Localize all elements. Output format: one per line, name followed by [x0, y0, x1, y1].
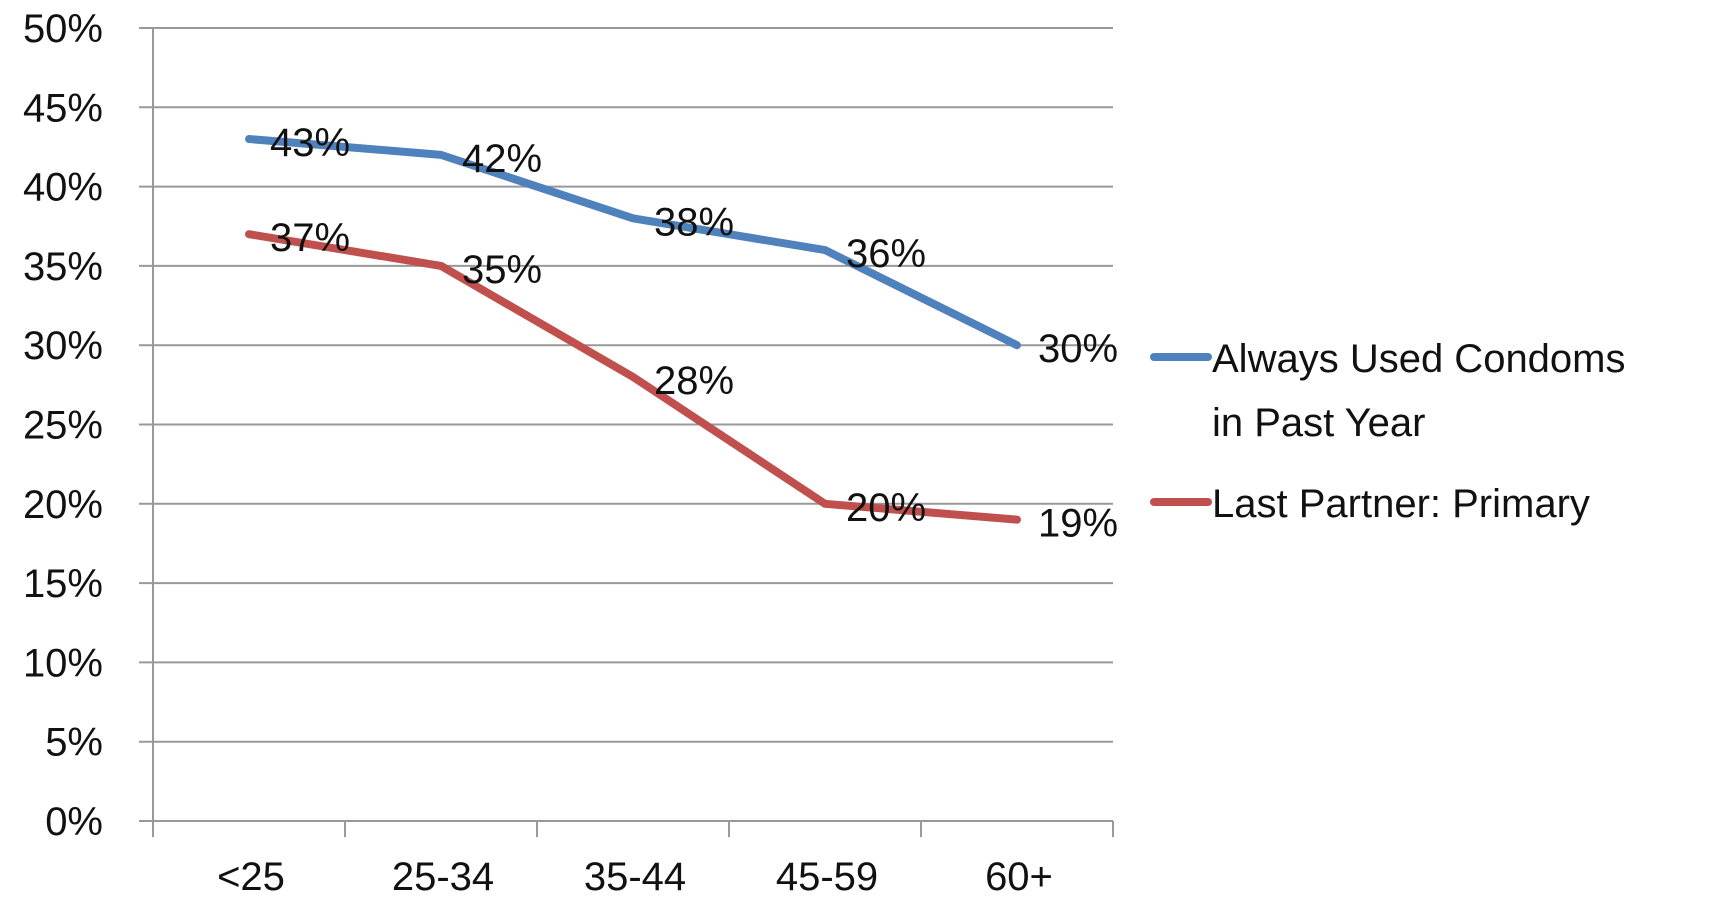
- legend: Always Used Condoms in Past Year Last Part…: [1150, 337, 1626, 526]
- y-tick-label: 45%: [23, 86, 103, 130]
- x-tick-label: <25: [217, 855, 285, 899]
- series-lines: [245, 135, 1021, 524]
- y-tick-label: 35%: [23, 245, 103, 289]
- y-tick-label: 15%: [23, 562, 103, 606]
- legend-label: Last Partner: Primary: [1212, 482, 1590, 526]
- x-tick-label: 60+: [985, 855, 1053, 899]
- gridlines: [139, 27, 1113, 822]
- y-axis-tick-labels: 0% 5% 10% 15% 20% 25% 30% 35% 40% 45% 50%: [23, 7, 103, 844]
- series-line-1: [245, 230, 1021, 524]
- legend-label: in Past Year: [1212, 401, 1426, 445]
- data-label: 30%: [1038, 327, 1118, 371]
- x-tick-label: 25-34: [392, 855, 494, 899]
- y-tick-label: 5%: [45, 721, 103, 765]
- y-tick-label: 20%: [23, 483, 103, 527]
- data-label: 37%: [270, 216, 350, 260]
- y-tick-label: 25%: [23, 404, 103, 448]
- data-label: 20%: [846, 486, 926, 530]
- y-tick-label: 0%: [45, 800, 103, 844]
- data-label: 43%: [270, 121, 350, 165]
- axes: [152, 28, 1114, 837]
- data-label: 38%: [654, 200, 734, 244]
- y-tick-label: 10%: [23, 641, 103, 685]
- data-label: 36%: [846, 232, 926, 276]
- data-label: 42%: [462, 137, 542, 181]
- legend-label: Always Used Condoms: [1212, 337, 1626, 381]
- data-label: 35%: [462, 248, 542, 292]
- y-tick-label: 50%: [23, 7, 103, 51]
- x-axis-tick-labels: <25 25-34 35-44 45-59 60+: [217, 855, 1053, 899]
- data-label: 28%: [654, 359, 734, 403]
- x-tick-label: 35-44: [584, 855, 686, 899]
- y-tick-label: 30%: [23, 324, 103, 368]
- data-label: 19%: [1038, 502, 1118, 546]
- y-tick-label: 40%: [23, 166, 103, 210]
- series-line-0: [245, 135, 1021, 350]
- data-labels: 43% 42% 38% 36% 30% 37% 35% 28% 20% 19%: [270, 121, 1118, 546]
- x-tick-label: 45-59: [776, 855, 878, 899]
